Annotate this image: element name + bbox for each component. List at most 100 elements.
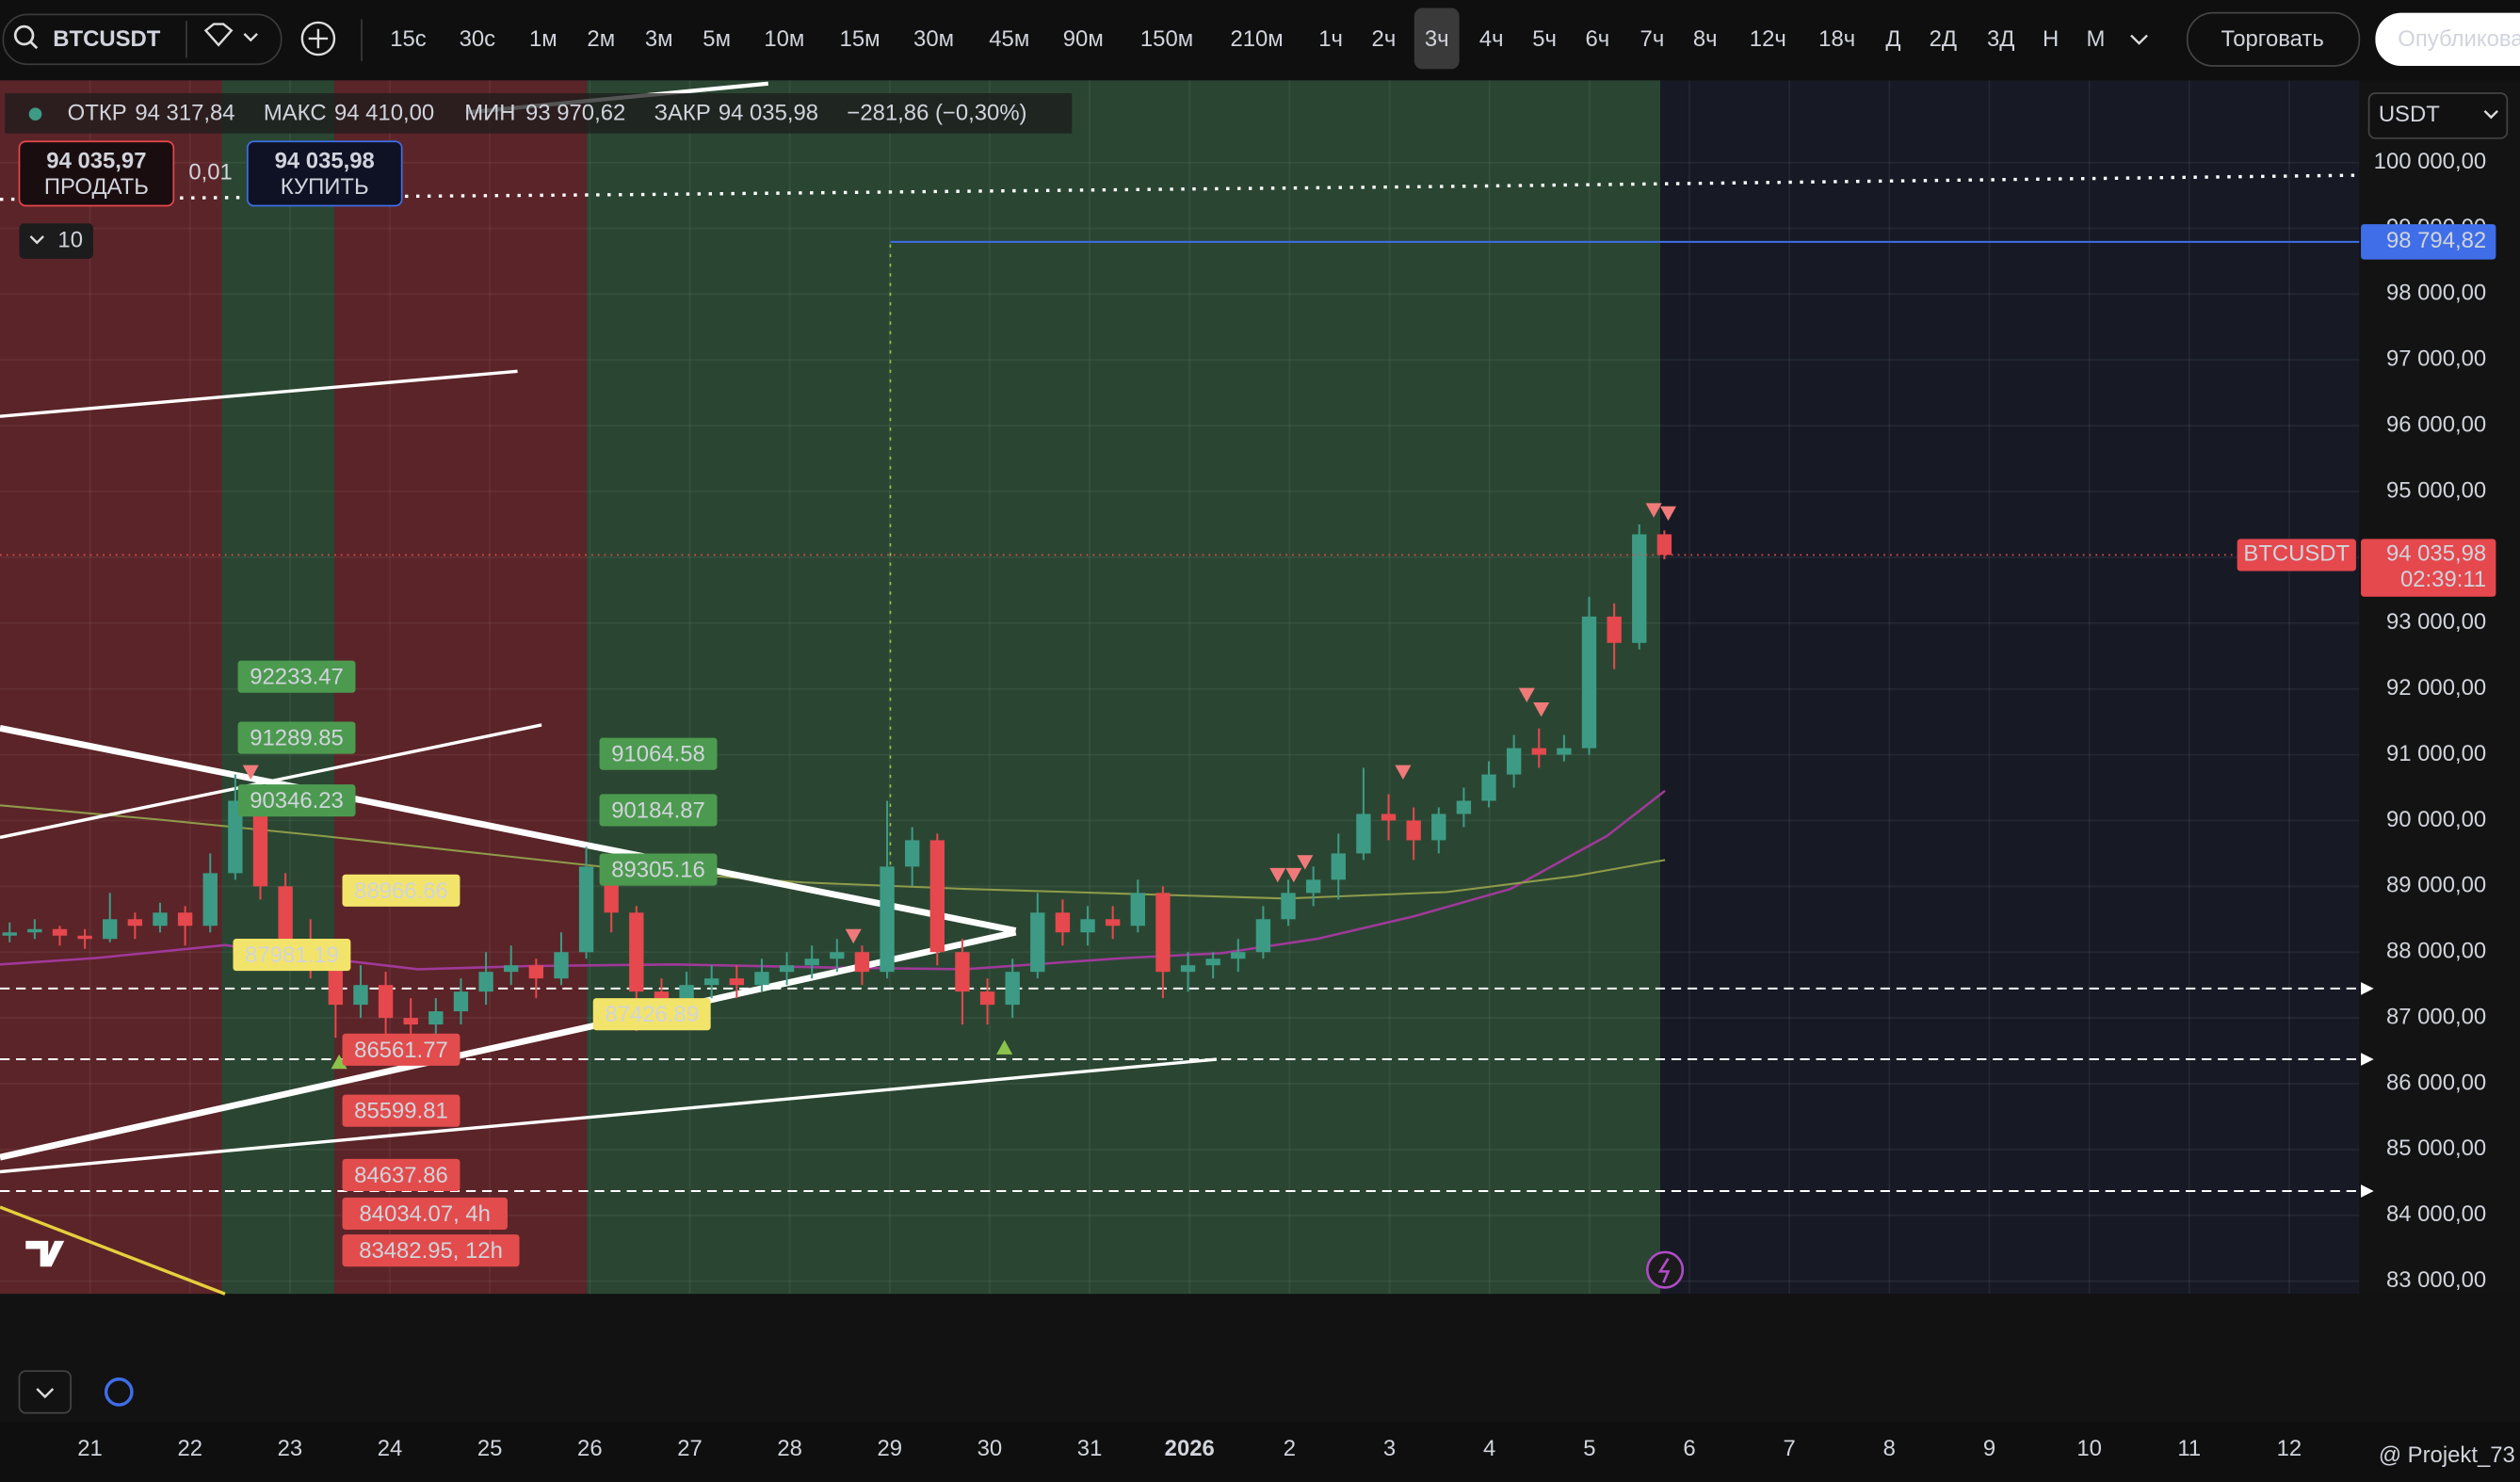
timeframe[interactable]: 3м <box>645 26 673 52</box>
buy-button[interactable] <box>246 140 403 207</box>
publish-button[interactable] <box>2375 12 2520 66</box>
timeframe[interactable]: 18ч <box>1818 26 1855 52</box>
candle-body <box>378 985 394 1019</box>
legend-high-label: МАКС <box>264 101 327 126</box>
candle-body <box>127 919 143 926</box>
annotation-box <box>342 1197 508 1230</box>
x-tick-label: 4 <box>1483 1436 1495 1461</box>
timeframe[interactable]: 15м <box>840 26 880 52</box>
timeframe[interactable]: 1м <box>529 26 557 52</box>
last-price-tag <box>2361 539 2496 597</box>
timeframe[interactable]: 1ч <box>1318 26 1343 52</box>
y-tick-label: 91 000,00 <box>2386 741 2486 766</box>
candle-body <box>228 800 243 874</box>
timeframe[interactable]: М <box>2087 26 2106 52</box>
x-tick-label: 9 <box>1983 1436 1995 1461</box>
annotation-label: 85599.81 <box>354 1099 448 1124</box>
indicator-icon[interactable] <box>203 23 234 47</box>
timeframe[interactable]: 2ч <box>1372 26 1397 52</box>
x-tick-label: 24 <box>378 1436 403 1461</box>
candle-body <box>1607 616 1622 643</box>
trade-button[interactable] <box>2186 11 2361 67</box>
annotation-label: 92233.47 <box>250 665 344 690</box>
candle-body <box>1180 965 1196 973</box>
annotation-label: 87981.19 <box>245 942 339 968</box>
trend-line <box>0 369 518 418</box>
timeframe[interactable]: 30м <box>913 26 954 52</box>
y-tick-label: 98 000,00 <box>2386 281 2486 306</box>
annotation-box <box>599 794 718 827</box>
dropdown-icon[interactable] <box>243 33 258 42</box>
candle-body <box>403 1018 418 1025</box>
symbol-box[interactable] <box>2 13 283 66</box>
x-tick-label: 31 <box>1077 1436 1103 1461</box>
refresh-button[interactable] <box>104 1377 134 1407</box>
red-zone <box>0 80 222 1295</box>
sell-button[interactable] <box>18 140 175 207</box>
candle-body <box>252 800 268 887</box>
annotation-label: 90346.23 <box>250 788 344 813</box>
x-tick-label: 23 <box>278 1436 303 1461</box>
annotation-label: 90184.87 <box>611 797 705 823</box>
annotation-label: 91064.58 <box>611 742 705 767</box>
dotted-line <box>0 173 2360 201</box>
timeframe[interactable]: 5м <box>703 26 731 52</box>
candle-body <box>353 985 368 1006</box>
annotation-box <box>342 874 460 907</box>
timeframe[interactable]: 5ч <box>1532 26 1557 52</box>
timeframe[interactable]: 6ч <box>1586 26 1610 52</box>
event-marker[interactable] <box>1646 1250 1685 1289</box>
x-tick-label: 27 <box>677 1436 703 1461</box>
search-icon[interactable] <box>13 24 35 46</box>
timeframe[interactable]: 15с <box>390 26 427 52</box>
quantity: 10 <box>57 227 83 252</box>
legend-open-label: ОТКР <box>68 101 127 126</box>
timeframe[interactable]: 12ч <box>1750 26 1786 52</box>
annotation-box <box>237 721 356 754</box>
red-zone <box>333 80 587 1295</box>
currency-select[interactable] <box>2367 92 2509 139</box>
candle-body <box>1356 813 1371 854</box>
collapse-button[interactable] <box>18 1370 72 1414</box>
timeframe[interactable]: 4ч <box>1479 26 1504 52</box>
more-timeframes[interactable] <box>2130 34 2148 45</box>
x-tick-label: 21 <box>77 1436 103 1461</box>
candle-body <box>1055 912 1071 933</box>
add-button[interactable] <box>300 21 336 56</box>
timeframe[interactable]: 8ч <box>1693 26 1718 52</box>
candle-body <box>1656 534 1672 556</box>
legend-close: 94 035,98 <box>719 101 818 126</box>
candle-body <box>1331 853 1346 880</box>
candle-body <box>177 912 193 926</box>
candle-body <box>1481 774 1496 801</box>
timeframe[interactable]: Н <box>2043 26 2059 52</box>
timeframe[interactable]: 3ч <box>1425 26 1449 52</box>
price-axis <box>2359 80 2520 1295</box>
timeframe[interactable]: 45м <box>989 26 1029 52</box>
y-tick-label: 86 000,00 <box>2386 1070 2486 1095</box>
candle-body <box>905 840 920 867</box>
trend-line <box>0 1205 226 1296</box>
symbol: BTCUSDT <box>53 26 160 52</box>
candle-body <box>1205 958 1220 966</box>
trend-line <box>0 724 1017 934</box>
x-tick-label: 2026 <box>1165 1436 1215 1461</box>
timeframe[interactable]: Д <box>1885 26 1900 52</box>
legend-bg <box>5 93 1073 134</box>
timeframe[interactable]: 90м <box>1063 26 1104 52</box>
timeframe[interactable]: 10м <box>764 26 804 52</box>
timeframe[interactable]: 150м <box>1140 26 1193 52</box>
timeframe[interactable]: 3Д <box>1987 26 2014 52</box>
quantity-box[interactable] <box>19 223 93 259</box>
y-tick-label: 87 000,00 <box>2386 1004 2486 1029</box>
candle-body <box>453 991 469 1012</box>
timeframe[interactable]: 2м <box>587 26 615 52</box>
candle-body <box>854 952 870 973</box>
annotation-box <box>592 998 711 1031</box>
timeframe[interactable]: 2Д <box>1930 26 1957 52</box>
timeframe[interactable]: 210м <box>1230 26 1283 52</box>
timeframe[interactable]: 7ч <box>1640 26 1665 52</box>
y-tick-label: 90 000,00 <box>2386 807 2486 832</box>
timeframe[interactable]: 30с <box>460 26 496 52</box>
